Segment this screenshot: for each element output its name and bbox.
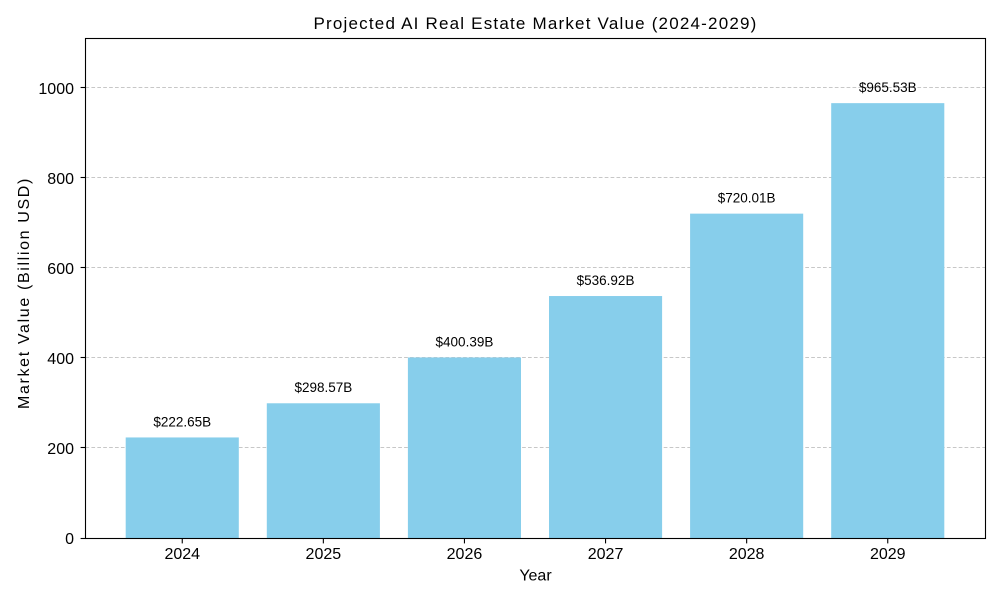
svg-text:$536.92B: $536.92B (577, 273, 635, 288)
svg-text:2024: 2024 (164, 546, 200, 563)
svg-text:$222.65B: $222.65B (153, 414, 211, 429)
svg-text:Projected AI Real Estate Marke: Projected AI Real Estate Market Value (2… (313, 14, 757, 33)
svg-text:0: 0 (65, 531, 74, 548)
svg-text:400: 400 (47, 351, 74, 368)
svg-text:800: 800 (47, 171, 74, 188)
svg-text:2029: 2029 (870, 546, 906, 563)
svg-text:$720.01B: $720.01B (718, 191, 776, 206)
svg-text:Year: Year (519, 568, 552, 585)
svg-text:$298.57B: $298.57B (294, 380, 352, 395)
svg-text:2027: 2027 (588, 546, 624, 563)
svg-text:200: 200 (47, 441, 74, 458)
svg-text:2025: 2025 (306, 546, 342, 563)
svg-text:1000: 1000 (38, 81, 74, 98)
svg-text:Market Value (Billion USD): Market Value (Billion USD) (16, 177, 33, 409)
svg-text:600: 600 (47, 261, 74, 278)
svg-text:2026: 2026 (447, 546, 483, 563)
svg-text:2028: 2028 (729, 546, 765, 563)
svg-text:$400.39B: $400.39B (436, 334, 494, 349)
svg-text:$965.53B: $965.53B (859, 80, 917, 95)
